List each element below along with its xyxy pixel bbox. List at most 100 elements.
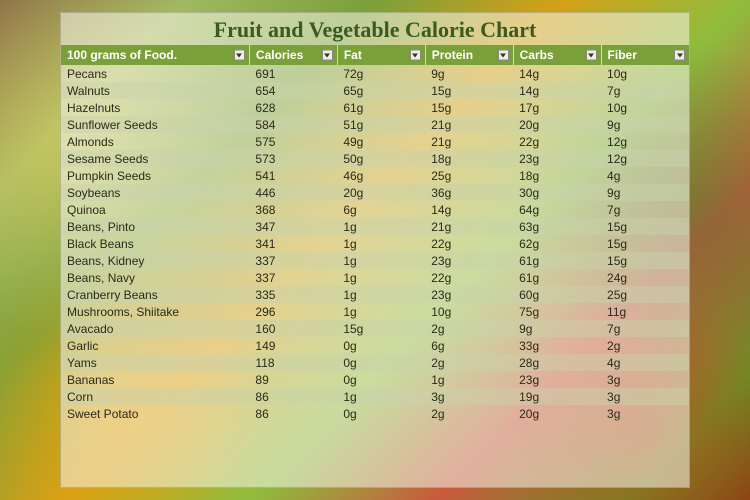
cell-food: Bananas — [61, 371, 249, 388]
cell-protein: 23g — [425, 286, 513, 303]
cell-food: Sunflower Seeds — [61, 116, 249, 133]
cell-protein: 23g — [425, 252, 513, 269]
filter-dropdown-icon[interactable] — [674, 50, 685, 61]
cell-fiber: 9g — [601, 184, 689, 201]
cell-protein: 22g — [425, 235, 513, 252]
column-header-carbs[interactable]: Carbs — [513, 45, 601, 65]
column-header-protein[interactable]: Protein — [425, 45, 513, 65]
cell-fiber: 10g — [601, 99, 689, 116]
table-row: Pumpkin Seeds54146g25g18g4g — [61, 167, 689, 184]
cell-food: Yams — [61, 354, 249, 371]
cell-carbs: 61g — [513, 269, 601, 286]
cell-protein: 2g — [425, 354, 513, 371]
cell-calories: 654 — [249, 82, 337, 99]
cell-carbs: 23g — [513, 150, 601, 167]
filter-dropdown-icon[interactable] — [586, 50, 597, 61]
cell-fat: 49g — [337, 133, 425, 150]
cell-fiber: 10g — [601, 65, 689, 82]
cell-food: Walnuts — [61, 82, 249, 99]
cell-protein: 21g — [425, 133, 513, 150]
cell-fat: 61g — [337, 99, 425, 116]
table-row: Walnuts65465g15g14g7g — [61, 82, 689, 99]
cell-calories: 541 — [249, 167, 337, 184]
cell-protein: 25g — [425, 167, 513, 184]
cell-fiber: 7g — [601, 201, 689, 218]
column-header-label: 100 grams of Food. — [67, 48, 177, 62]
cell-fat: 1g — [337, 388, 425, 405]
cell-protein: 21g — [425, 116, 513, 133]
cell-carbs: 18g — [513, 167, 601, 184]
table-row: Soybeans44620g36g30g9g — [61, 184, 689, 201]
column-header-calories[interactable]: Calories — [249, 45, 337, 65]
cell-fat: 65g — [337, 82, 425, 99]
cell-food: Mushrooms, Shiitake — [61, 303, 249, 320]
cell-fiber: 4g — [601, 167, 689, 184]
cell-fiber: 24g — [601, 269, 689, 286]
column-header-label: Fiber — [608, 48, 637, 62]
cell-food: Sweet Potato — [61, 405, 249, 422]
calorie-chart-panel: Fruit and Vegetable Calorie Chart 100 gr… — [60, 12, 690, 488]
cell-protein: 2g — [425, 320, 513, 337]
cell-calories: 573 — [249, 150, 337, 167]
cell-calories: 149 — [249, 337, 337, 354]
cell-protein: 15g — [425, 99, 513, 116]
column-header-fat[interactable]: Fat — [337, 45, 425, 65]
cell-food: Garlic — [61, 337, 249, 354]
cell-fiber: 7g — [601, 82, 689, 99]
filter-dropdown-icon[interactable] — [498, 50, 509, 61]
cell-calories: 337 — [249, 252, 337, 269]
cell-fiber: 7g — [601, 320, 689, 337]
cell-carbs: 22g — [513, 133, 601, 150]
cell-carbs: 23g — [513, 371, 601, 388]
cell-fat: 1g — [337, 303, 425, 320]
cell-protein: 18g — [425, 150, 513, 167]
cell-carbs: 63g — [513, 218, 601, 235]
cell-calories: 160 — [249, 320, 337, 337]
table-row: Beans, Pinto3471g21g63g15g — [61, 218, 689, 235]
cell-carbs: 60g — [513, 286, 601, 303]
cell-protein: 9g — [425, 65, 513, 82]
cell-protein: 14g — [425, 201, 513, 218]
cell-protein: 15g — [425, 82, 513, 99]
table-header-row: 100 grams of Food. CaloriesFatProtein Carb… — [61, 45, 689, 65]
cell-carbs: 19g — [513, 388, 601, 405]
cell-fiber: 3g — [601, 388, 689, 405]
cell-food: Pumpkin Seeds — [61, 167, 249, 184]
filter-dropdown-icon[interactable] — [322, 50, 333, 61]
table-row: Sweet Potato860g2g20g3g — [61, 405, 689, 422]
cell-carbs: 61g — [513, 252, 601, 269]
cell-fat: 20g — [337, 184, 425, 201]
cell-fiber: 15g — [601, 218, 689, 235]
table-row: Beans, Navy3371g22g61g24g — [61, 269, 689, 286]
cell-fiber: 25g — [601, 286, 689, 303]
cell-calories: 691 — [249, 65, 337, 82]
cell-carbs: 75g — [513, 303, 601, 320]
cell-carbs: 30g — [513, 184, 601, 201]
column-header-label: Carbs — [520, 48, 554, 62]
column-header-fiber[interactable]: Fiber — [601, 45, 689, 65]
cell-protein: 10g — [425, 303, 513, 320]
cell-fat: 1g — [337, 235, 425, 252]
column-header-food[interactable]: 100 grams of Food. — [61, 45, 249, 65]
cell-fiber: 11g — [601, 303, 689, 320]
cell-food: Avacado — [61, 320, 249, 337]
table-row: Avacado16015g2g9g7g — [61, 320, 689, 337]
cell-calories: 347 — [249, 218, 337, 235]
cell-fat: 0g — [337, 405, 425, 422]
cell-protein: 3g — [425, 388, 513, 405]
table-row: Beans, Kidney3371g23g61g15g — [61, 252, 689, 269]
cell-calories: 118 — [249, 354, 337, 371]
table-row: Sesame Seeds57350g18g23g12g — [61, 150, 689, 167]
cell-fat: 0g — [337, 354, 425, 371]
table-row: Quinoa3686g14g64g7g — [61, 201, 689, 218]
table-row: Hazelnuts62861g15g17g10g — [61, 99, 689, 116]
cell-fiber: 15g — [601, 235, 689, 252]
cell-fiber: 9g — [601, 116, 689, 133]
cell-fiber: 3g — [601, 371, 689, 388]
cell-carbs: 9g — [513, 320, 601, 337]
filter-dropdown-icon[interactable] — [410, 50, 421, 61]
table-row: Sunflower Seeds58451g21g20g9g — [61, 116, 689, 133]
filter-dropdown-icon[interactable] — [234, 50, 245, 61]
cell-carbs: 64g — [513, 201, 601, 218]
cell-protein: 6g — [425, 337, 513, 354]
